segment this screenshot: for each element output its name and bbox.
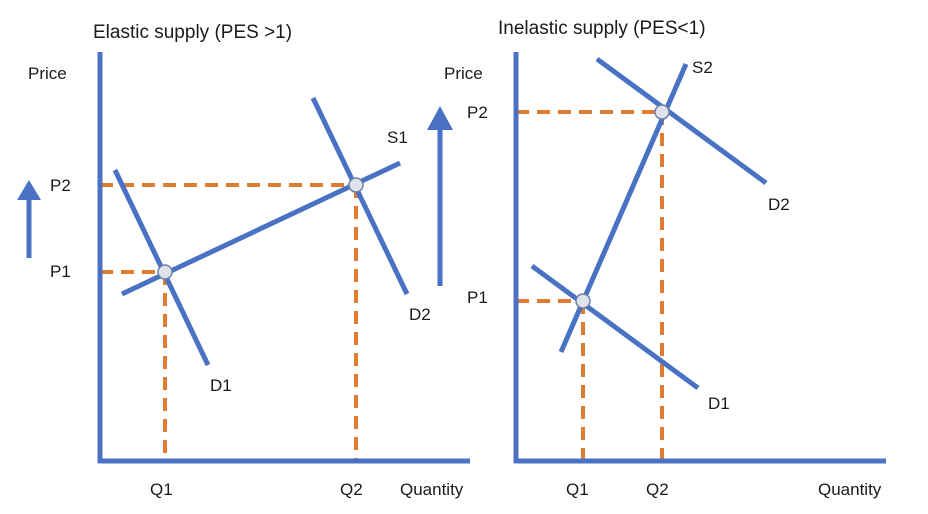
right-p2-label: P2 [467, 103, 488, 122]
right-q1-label: Q1 [566, 480, 589, 499]
right-d2-label: D2 [768, 195, 790, 214]
left-title: Elastic supply (PES >1) [93, 22, 292, 43]
left-y-axis-label: Price [28, 64, 67, 83]
right-q2-label: Q2 [646, 480, 669, 499]
right-s2-label: S2 [692, 58, 713, 77]
left-p1-label: P1 [50, 262, 71, 281]
left-q1-label: Q1 [150, 480, 173, 499]
up-arrow-icon [17, 180, 41, 258]
left-equilibrium-2 [348, 177, 364, 193]
right-title: Inelastic supply (PES<1) [498, 18, 706, 39]
left-s1-label: S1 [387, 128, 408, 147]
left-d1-label: D1 [210, 376, 232, 395]
demand-curve-d1-right [530, 263, 700, 391]
inelastic-supply-panel: Inelastic supply (PES<1) Price P2 P1 S2 … [444, 18, 886, 499]
left-x-axis-label: Quantity [400, 480, 464, 499]
demand-curve-d2-right [595, 56, 768, 186]
left-d2-label: D2 [409, 305, 431, 324]
right-equilibrium-1 [575, 293, 591, 309]
left-p2-label: P2 [50, 176, 71, 195]
right-equilibrium-2 [654, 104, 670, 120]
left-equilibrium-1 [157, 264, 173, 280]
demand-curve-d2-left [310, 96, 410, 296]
right-p1-label: P1 [467, 288, 488, 307]
right-y-axis-label: Price [444, 64, 483, 83]
up-arrow-icon [427, 106, 453, 286]
left-q2-label: Q2 [340, 480, 363, 499]
right-x-axis-label: Quantity [818, 480, 882, 499]
elastic-supply-panel: Elastic supply (PES >1) Price P2 P1 S1 D… [17, 22, 470, 499]
right-d1-label: D1 [708, 394, 730, 413]
